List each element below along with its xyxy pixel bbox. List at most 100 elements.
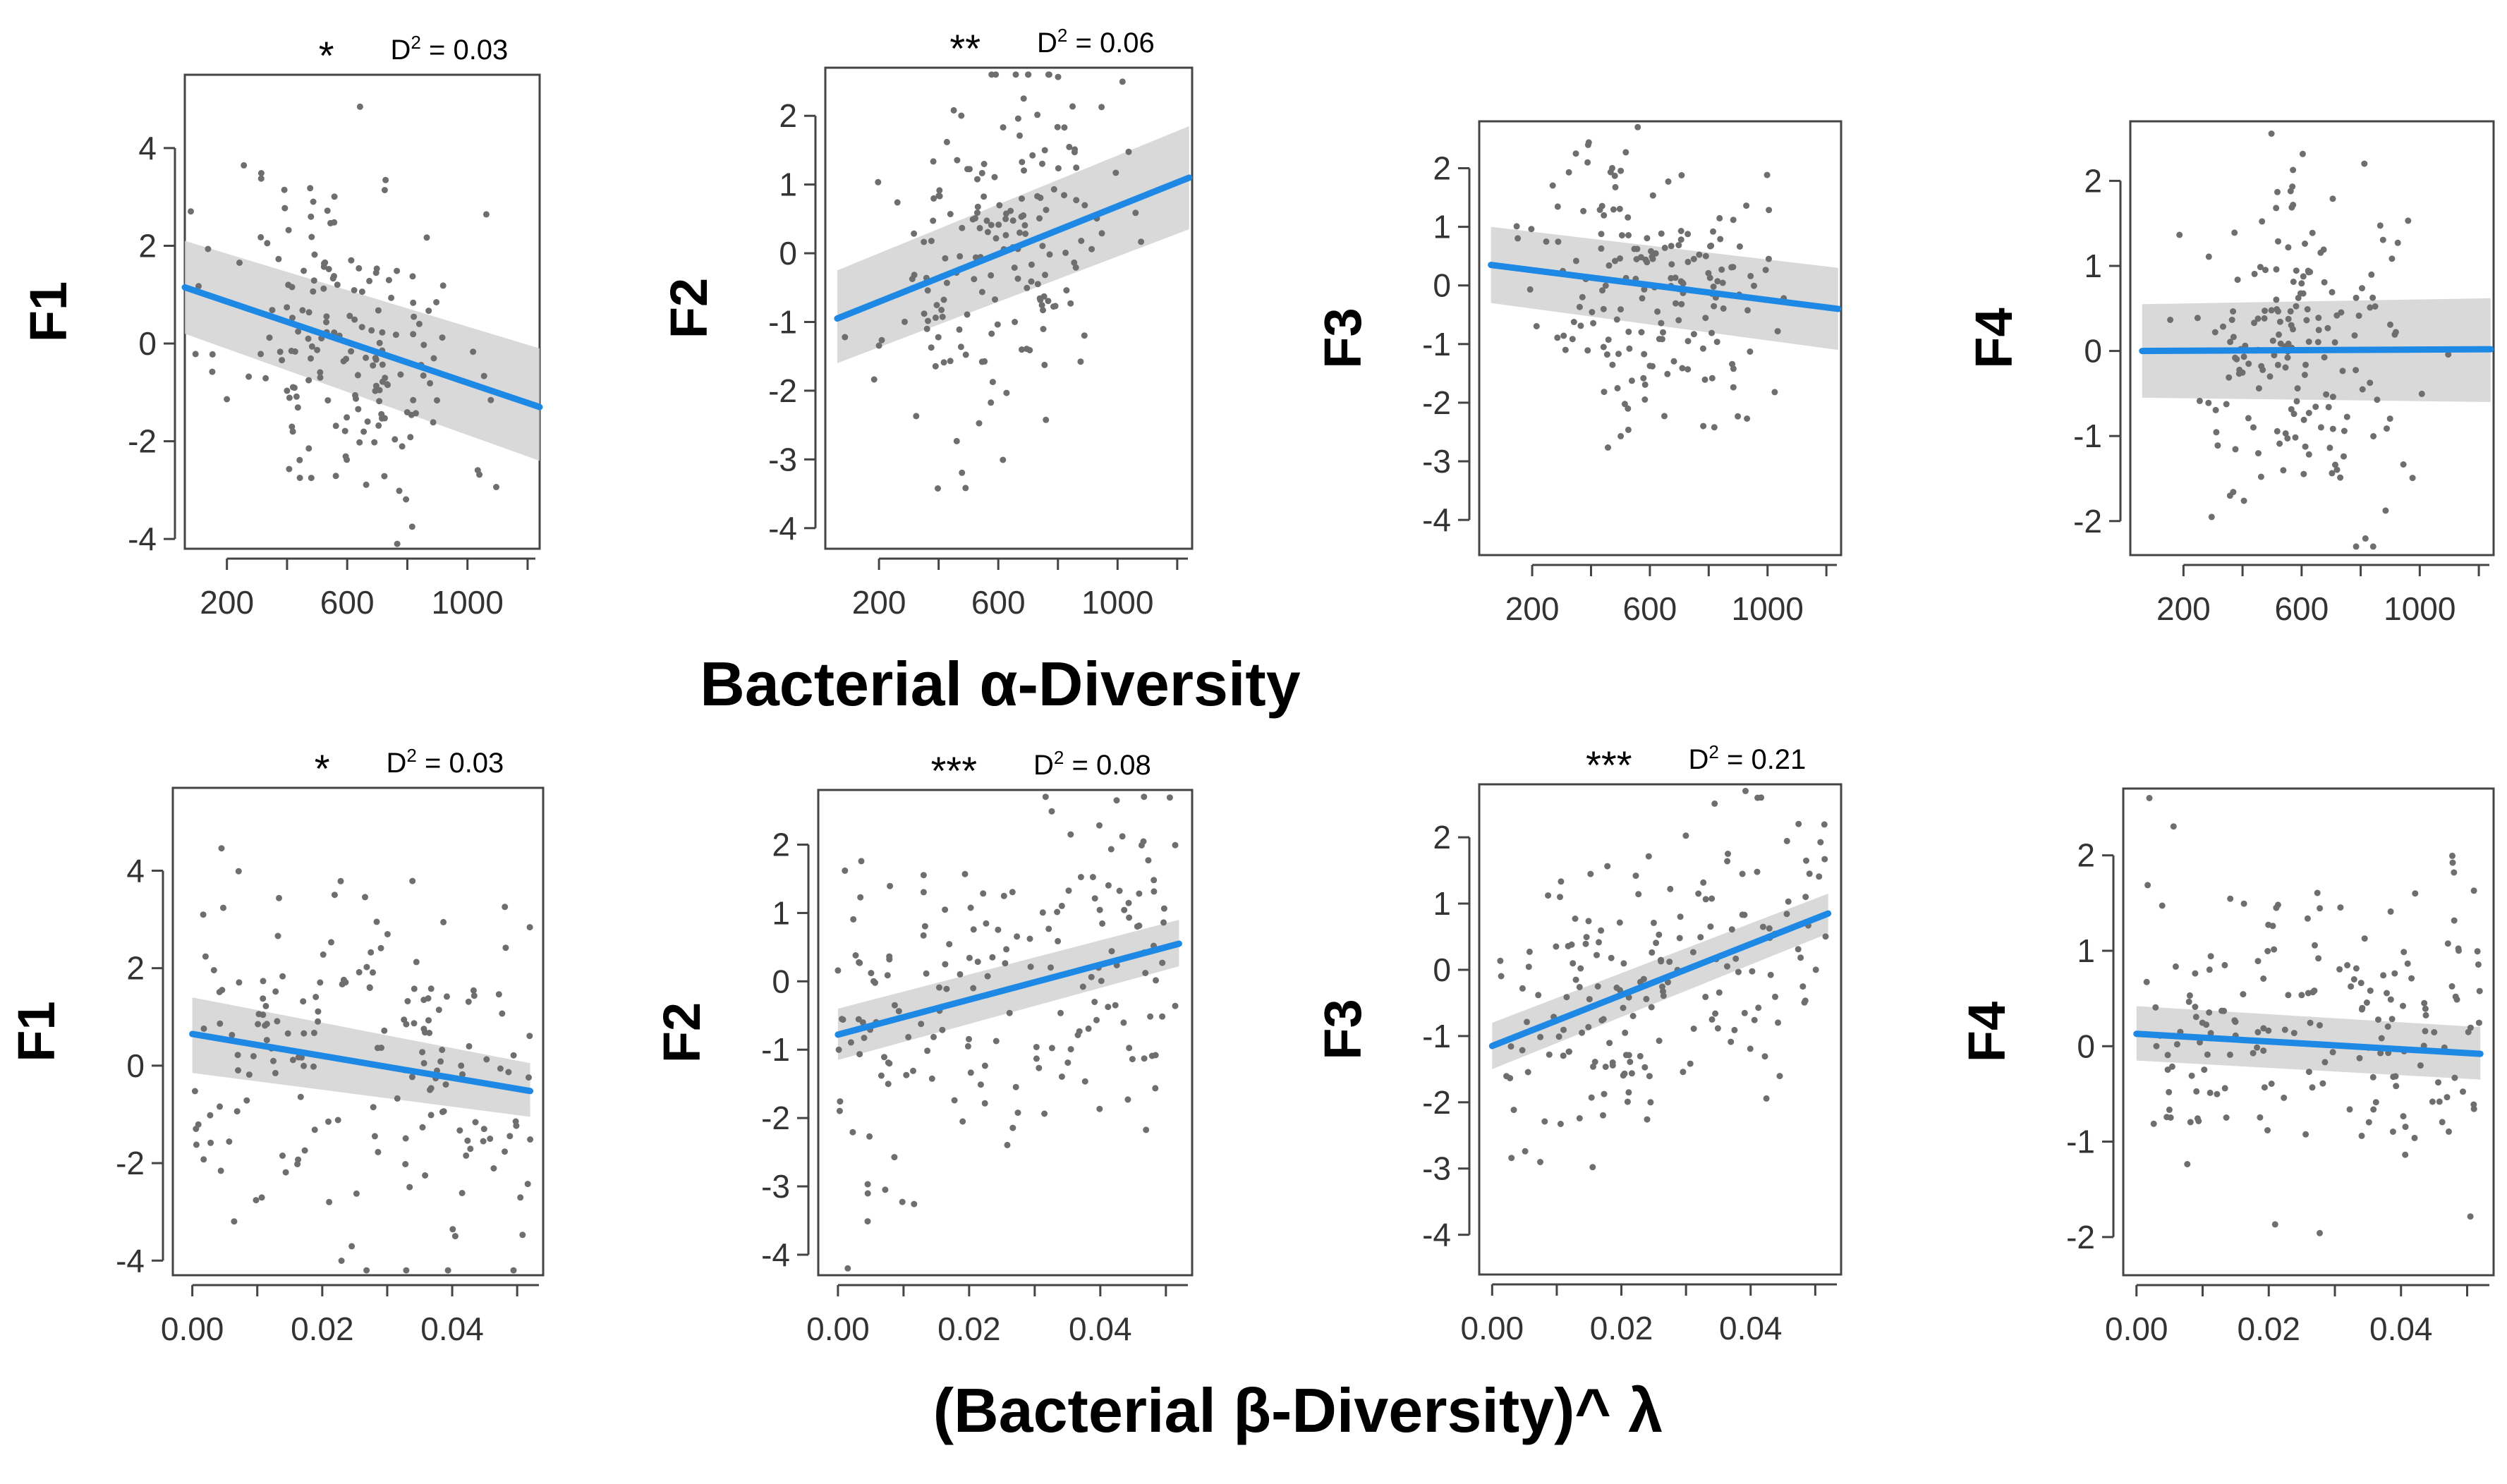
data-point <box>1650 919 1657 926</box>
data-point <box>1000 892 1007 899</box>
data-point <box>289 284 296 291</box>
data-point <box>300 998 307 1005</box>
data-point <box>903 1071 910 1078</box>
data-point <box>2199 1019 2206 1026</box>
data-point <box>487 1136 494 1142</box>
data-point <box>440 1108 447 1115</box>
data-point <box>510 1267 517 1274</box>
data-point <box>2273 205 2280 212</box>
data-point <box>1803 857 1809 864</box>
data-point <box>1638 329 1645 336</box>
data-point <box>2213 429 2220 436</box>
data-point <box>340 976 347 983</box>
data-point <box>334 281 341 288</box>
data-point <box>1107 846 1115 853</box>
d-squared-value: = 0.03 <box>417 748 504 779</box>
y-tick-label: -1 <box>2073 418 2102 454</box>
data-point <box>1091 999 1098 1005</box>
data-point <box>348 348 355 355</box>
data-point <box>974 209 981 217</box>
data-point <box>920 889 927 896</box>
data-point <box>224 396 231 403</box>
data-point <box>317 979 324 986</box>
data-point <box>1731 1026 1738 1033</box>
data-point <box>2262 267 2269 274</box>
data-point <box>250 1053 257 1059</box>
data-point <box>2192 970 2199 977</box>
data-point <box>360 428 368 435</box>
data-point <box>974 959 981 966</box>
data-point <box>1625 328 1632 335</box>
data-point <box>995 926 1002 933</box>
data-point <box>1653 939 1660 947</box>
data-point <box>358 324 365 331</box>
data-point <box>1670 358 1677 365</box>
data-point <box>1622 1052 1629 1059</box>
significance-stars: * <box>319 33 334 78</box>
data-point <box>2260 1025 2267 1032</box>
data-point <box>1112 169 1119 176</box>
data-point <box>257 233 265 241</box>
data-point <box>932 363 939 370</box>
data-point <box>1749 968 1756 975</box>
data-point <box>1679 365 1686 372</box>
data-point <box>375 422 382 429</box>
data-point <box>1116 887 1123 894</box>
data-point <box>285 226 292 233</box>
data-point <box>2274 306 2281 312</box>
data-point <box>2405 217 2412 224</box>
data-point <box>2339 367 2346 375</box>
data-point <box>978 169 985 176</box>
data-point <box>989 954 996 961</box>
x-tick-label: 1000 <box>432 584 504 621</box>
data-point <box>2287 308 2294 315</box>
data-point <box>2402 1124 2409 1131</box>
scatter-points <box>2143 795 2483 1236</box>
data-point <box>1113 797 1120 804</box>
data-point <box>977 1081 984 1088</box>
data-point <box>1554 334 1561 341</box>
scatter-points <box>834 793 1179 1272</box>
data-point <box>856 1051 863 1058</box>
data-point <box>1172 1002 1179 1009</box>
data-point <box>325 266 332 272</box>
data-point <box>921 238 928 245</box>
data-point <box>1608 954 1615 961</box>
plot-frame <box>171 786 545 1277</box>
data-point <box>2359 386 2366 393</box>
data-point <box>257 351 265 358</box>
data-point <box>1714 1025 1721 1032</box>
data-point <box>1622 1029 1629 1036</box>
data-point <box>1543 238 1550 245</box>
data-point <box>502 1148 508 1155</box>
data-point <box>262 375 269 382</box>
data-point <box>439 1047 446 1053</box>
data-point <box>1119 833 1126 840</box>
data-point <box>1537 1159 1543 1165</box>
data-point <box>2384 1023 2391 1030</box>
data-point <box>1713 339 1720 346</box>
y-tick-label: 0 <box>2084 333 2102 370</box>
data-point <box>1050 186 1057 193</box>
data-point <box>1625 232 1632 238</box>
data-point <box>1072 146 1079 153</box>
x-tick-label: 600 <box>971 584 1026 621</box>
data-point <box>1821 821 1828 828</box>
data-point <box>2268 1081 2275 1087</box>
data-point <box>439 282 447 289</box>
data-point <box>1043 416 1050 423</box>
data-point <box>935 485 941 492</box>
data-point <box>1591 1059 1598 1065</box>
data-point <box>420 997 427 1004</box>
data-point <box>1074 1032 1081 1038</box>
y-tick-label: 1 <box>1433 885 1451 922</box>
data-point <box>1067 300 1074 307</box>
data-point <box>2196 397 2203 404</box>
data-point <box>981 1062 988 1069</box>
data-point <box>410 299 417 306</box>
data-point <box>2370 433 2377 439</box>
data-point <box>1761 1053 1768 1060</box>
data-point <box>1572 976 1579 983</box>
data-point <box>408 523 415 530</box>
